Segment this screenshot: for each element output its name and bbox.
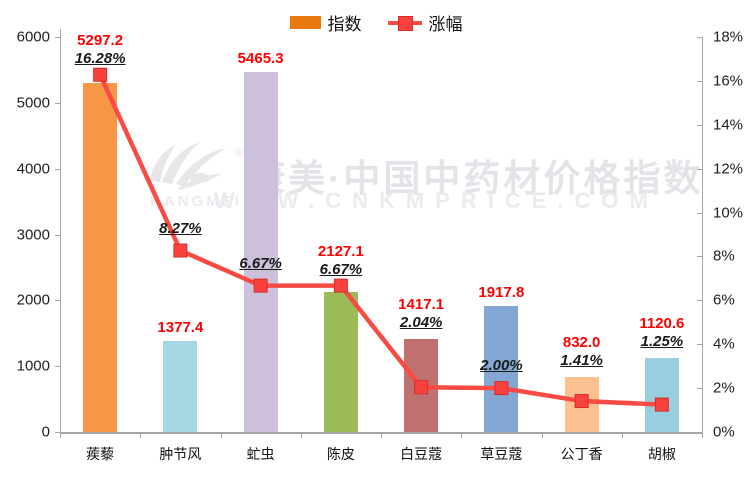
y-axis-right-tick-label: 0%: [713, 423, 735, 441]
y-axis-right-tick: [697, 124, 702, 126]
rate-value-label: 16.28%: [74, 49, 126, 67]
index-value-label: 1917.8: [478, 283, 525, 301]
y-axis-right-tick-label: 8%: [713, 247, 735, 265]
index-series-swatch-icon: [289, 16, 321, 29]
rate-value-label: 2.00%: [480, 357, 523, 375]
index-bar: [243, 72, 278, 432]
index-bar: [484, 305, 519, 432]
y-axis-left-tick: [55, 37, 60, 38]
rate-value-label: 1.41%: [560, 352, 603, 370]
y-axis-left-tick: [55, 432, 60, 433]
y-axis-left-tick: [55, 168, 60, 170]
rate-value-label: 2.04%: [399, 313, 443, 331]
y-axis-right-tick: [697, 256, 702, 258]
rate-value-label: 6.67%: [239, 254, 282, 272]
index-bar: [83, 83, 118, 432]
y-axis-right-tick-label: 14%: [713, 116, 744, 134]
index-value-label: 2127.1: [317, 242, 364, 260]
y-axis-left-tick-label: 0: [41, 423, 50, 441]
rate-marker: [494, 381, 509, 396]
category-label: 蒺藜: [86, 448, 115, 463]
legend-label-index: 指数: [327, 15, 362, 34]
index-value-label: 1417.1: [398, 295, 445, 313]
y-axis-left-tick: [55, 366, 60, 368]
y-axis-left-tick: [55, 300, 60, 302]
x-axis-tick: [300, 432, 302, 438]
rate-marker: [253, 278, 268, 293]
y-axis-right: [702, 37, 703, 432]
x-axis-tick: [621, 432, 623, 438]
x-axis-tick: [140, 432, 142, 438]
category-label: 肿节风: [159, 448, 202, 463]
y-axis-right-tick: [697, 344, 702, 346]
rate-marker: [93, 67, 108, 82]
index-value-label: 1377.4: [157, 319, 204, 337]
y-axis-right-tick: [697, 37, 702, 38]
y-axis-left-tick: [55, 102, 60, 104]
x-axis-tick: [60, 432, 61, 438]
y-axis-right-tick-label: 12%: [713, 160, 744, 178]
index-value-label: 1120.6: [639, 315, 685, 333]
x-axis-tick: [461, 432, 463, 438]
legend-item-index: 指数: [289, 10, 362, 35]
y-axis-right-tick-label: 4%: [713, 335, 735, 353]
index-value-label: 5297.2: [77, 31, 124, 49]
category-label: 白豆蔻: [400, 448, 443, 463]
rate-marker: [574, 394, 589, 409]
y-axis-right-tick-label: 18%: [713, 28, 744, 46]
y-axis-right-tick: [697, 168, 702, 170]
y-axis-right-tick: [697, 212, 702, 214]
y-axis-left: [60, 29, 61, 432]
legend-item-rate: 涨幅: [387, 10, 463, 35]
rate-series-marker-icon: [387, 16, 422, 31]
x-axis-tick: [541, 432, 543, 438]
y-axis-right-tick-label: 16%: [713, 72, 744, 90]
y-axis-right-tick: [697, 388, 702, 390]
category-label: 草豆蔻: [480, 448, 523, 463]
y-axis-right-tick: [697, 80, 702, 82]
x-axis-tick: [381, 432, 382, 438]
rate-marker: [654, 397, 669, 412]
legend: 指数 涨幅: [0, 10, 752, 35]
index-bar: [644, 358, 679, 432]
x-axis-tick: [702, 432, 703, 438]
index-value-label: 5465.3: [237, 50, 284, 68]
index-bar: [323, 291, 358, 432]
rate-marker: [333, 278, 348, 293]
rate-line-path: [98, 73, 662, 407]
rate-value-label: 1.25%: [640, 333, 684, 351]
y-axis-right-tick-label: 6%: [713, 291, 735, 309]
category-label: 胡椒: [647, 448, 676, 463]
y-axis-right-tick: [697, 300, 702, 302]
y-axis-left-tick-label: 2000: [16, 291, 50, 309]
category-label: 虻虫: [246, 448, 275, 463]
rate-marker: [414, 380, 429, 395]
y-axis-left-tick: [55, 234, 60, 236]
y-axis-left-tick-label: 3000: [16, 226, 50, 243]
y-axis-left-tick-label: 4000: [16, 160, 50, 178]
index-bar: [163, 341, 198, 432]
y-axis-left-tick-label: 1000: [16, 357, 50, 375]
rate-value-label: 8.27%: [159, 219, 202, 237]
x-axis-tick: [220, 432, 222, 438]
y-axis-right-tick: [697, 432, 702, 433]
rate-marker: [173, 243, 188, 258]
y-axis-left-tick-label: 6000: [16, 28, 50, 46]
y-axis-right-tick-label: 10%: [713, 204, 744, 222]
y-axis-right-tick-label: 2%: [713, 379, 735, 397]
index-value-label: 832.0: [562, 334, 601, 352]
category-label: 公丁香: [560, 448, 603, 463]
category-label: 陈皮: [326, 448, 355, 463]
y-axis-left-tick-label: 5000: [16, 94, 50, 112]
legend-label-rate: 涨幅: [428, 15, 463, 34]
rate-value-label: 6.67%: [319, 260, 363, 278]
